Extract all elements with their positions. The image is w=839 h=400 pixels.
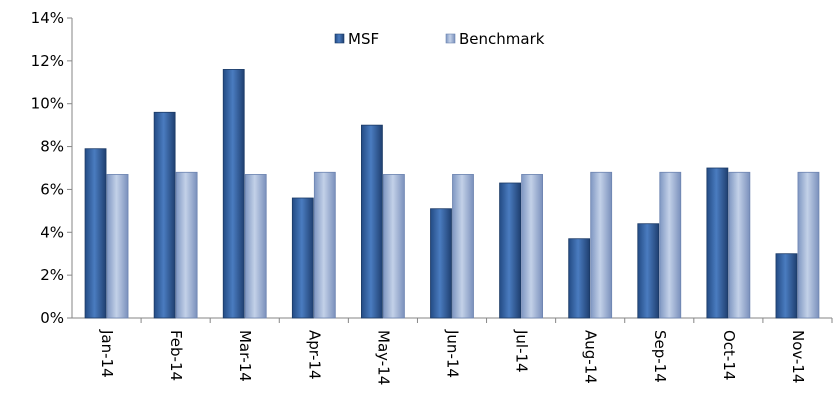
x-tick-label: Mar-14 — [236, 330, 254, 382]
legend-label-benchmark: Benchmark — [459, 30, 545, 48]
bar-benchmark-apr-14 — [313, 171, 336, 319]
legend-label-msf: MSF — [348, 30, 379, 48]
bar-msf-oct-14 — [706, 167, 729, 319]
bar-benchmark-aug-14 — [590, 171, 613, 319]
y-tick-label: 4% — [40, 223, 64, 241]
y-tick-label: 8% — [40, 138, 64, 156]
y-tick-label: 12% — [31, 52, 64, 70]
y-tick-label: 6% — [40, 180, 64, 198]
legend: MSF Benchmark — [334, 30, 545, 48]
x-tick-label: Sep-14 — [651, 330, 669, 383]
bar-msf-mar-14 — [222, 69, 245, 319]
x-tick-label: Apr-14 — [305, 330, 323, 380]
y-tick-label: 14% — [31, 9, 64, 27]
labels: 0% 2% 4% 6% 8% 10% 12% 14% Jan-14 Feb-14 Mar-14 Apr… — [31, 9, 807, 385]
x-tick-label: Nov-14 — [789, 330, 807, 383]
bar-msf-jul-14 — [499, 182, 521, 319]
axes — [67, 17, 833, 323]
bar-benchmark-jul-14 — [521, 174, 543, 319]
bar-msf-nov-14 — [775, 253, 798, 319]
bar-benchmark-jun-14 — [452, 174, 474, 319]
y-tick-label: 10% — [31, 95, 64, 113]
x-tick-label: Jun-14 — [444, 329, 462, 378]
bar-benchmark-oct-14 — [728, 171, 751, 319]
y-tick-label: 0% — [40, 309, 64, 327]
bar-benchmark-jan-14 — [106, 174, 129, 319]
x-tick-label: May-14 — [374, 330, 392, 385]
bar-msf-jun-14 — [430, 208, 452, 319]
x-tick-label: Jul-14 — [513, 329, 531, 373]
bar-msf-feb-14 — [153, 111, 176, 319]
x-tick-label: Jan-14 — [98, 329, 116, 378]
x-tick-label: Aug-14 — [582, 330, 600, 384]
bar-msf-apr-14 — [291, 197, 314, 319]
bar-benchmark-feb-14 — [175, 171, 198, 319]
legend-swatch-msf — [334, 33, 345, 44]
legend-swatch-benchmark — [445, 33, 456, 44]
x-tick-label: Feb-14 — [167, 330, 185, 381]
bar-msf-sep-14 — [637, 223, 660, 319]
bar-msf-aug-14 — [568, 238, 591, 319]
bar-benchmark-nov-14 — [797, 171, 820, 319]
y-tick-label: 2% — [40, 266, 64, 284]
bar-msf-jan-14 — [84, 148, 107, 319]
bar-msf-may-14 — [361, 124, 383, 319]
bar-benchmark-may-14 — [383, 174, 405, 319]
bar-benchmark-mar-14 — [244, 174, 267, 319]
x-tick-label: Oct-14 — [720, 330, 738, 380]
bars — [84, 69, 820, 319]
bar-benchmark-sep-14 — [659, 171, 682, 319]
